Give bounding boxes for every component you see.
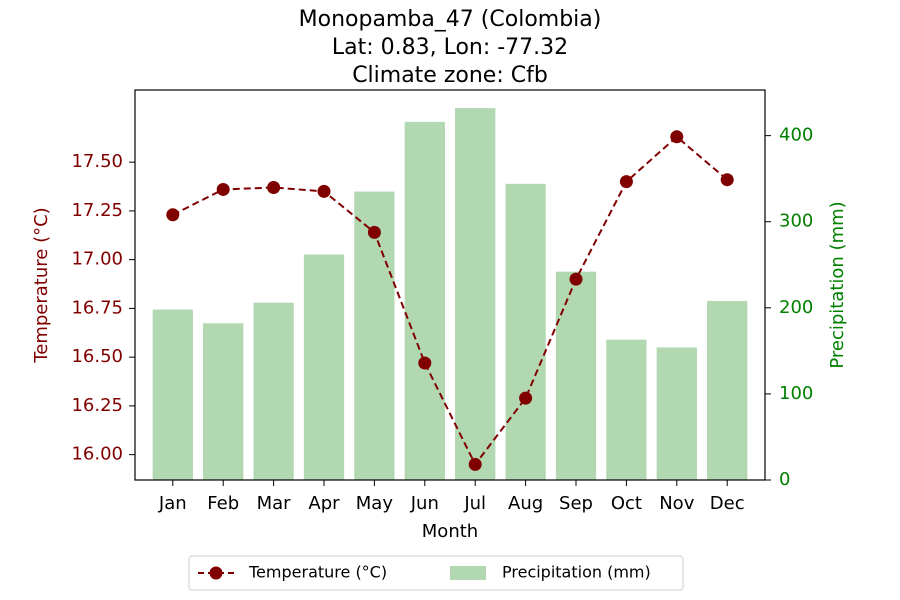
precipitation-bar-jan [152,309,193,480]
y-axis-label-right: Precipitation (mm) [827,201,848,368]
left-tick-label-4: 17.00 [71,249,123,270]
precipitation-bars [152,108,748,480]
title-line-2: Lat: 0.83, Lon: -77.32 [332,35,568,60]
plot-frame [134,89,766,481]
temperature-point-jun [418,356,432,370]
precipitation-bar-nov [656,347,697,480]
temperature-point-jan [166,208,180,222]
precipitation-bar-jun [404,121,445,480]
legend-temperature-marker [209,566,223,580]
temperature-point-sep [569,272,583,286]
x-tick-label-jun: Jun [410,493,439,514]
x-tick-label-aug: Aug [508,493,543,514]
precipitation-bar-sep [555,271,597,480]
left-tick-label-6: 17.50 [71,151,123,172]
right-tick-label-0: 0 [779,469,790,490]
temperature-point-jul [468,457,482,471]
x-tick-label-apr: Apr [308,493,340,514]
x-tick-label-jul: Jul [463,493,486,514]
temperature-point-dec [720,173,734,187]
left-tick-label-0: 16.00 [71,444,123,465]
precipitation-bar-mar [253,302,294,480]
temperature-point-apr [317,184,331,198]
temperature-point-feb [216,182,230,196]
legend-box [188,555,684,591]
x-tick-label-jan: Jan [158,493,187,514]
left-tick-label-5: 17.25 [71,200,123,221]
temperature-series-line [172,135,728,467]
x-tick-label-sep: Sep [559,493,593,514]
temperature-point-aug [519,391,533,405]
temperature-point-mar [267,181,281,194]
title-line-3: Climate zone: Cfb [352,63,548,88]
right-tick-label-3: 300 [779,211,813,232]
precipitation-bar-apr [303,254,345,480]
left-tick-label-2: 16.50 [71,346,123,367]
x-tick-label-dec: Dec [710,493,745,514]
right-tick-label-2: 200 [779,297,813,318]
temperature-point-oct [619,175,633,189]
temperature-line [166,130,734,471]
x-tick-label-oct: Oct [611,493,642,514]
right-tick-label-1: 100 [779,383,813,404]
precipitation-bar-may [354,191,395,480]
x-tick-label-may: May [356,493,394,514]
legend-precipitation-label: Precipitation (mm) [502,563,651,582]
right-axis-ticks: 0 100 200 300 400 [765,125,813,490]
left-axis-ticks: 16.00 16.25 16.50 16.75 17.00 17.25 17.50 [71,151,135,465]
left-tick-label-1: 16.25 [71,395,123,416]
y-axis-label-left: Temperature (°C) [31,207,52,363]
legend: Temperature (°C) Precipitation (mm) [188,555,684,591]
precipitation-bar-dec [707,300,748,480]
right-tick-label-4: 400 [779,125,813,146]
x-tick-label-feb: Feb [207,493,239,514]
legend-temperature-label: Temperature (°C) [248,563,387,582]
chart-title: Monopamba_47 (Colombia) Lat: 0.83, Lon: … [299,7,602,88]
temperature-point-nov [670,130,684,144]
legend-precipitation-swatch [450,566,486,580]
x-tick-label-nov: Nov [659,493,694,514]
x-axis-ticks: Jan Feb Mar Apr May Jun Jul Aug Sep Oct Nov Dec [158,480,745,514]
precipitation-bar-oct [606,339,647,480]
precipitation-bar-aug [505,183,546,480]
temperature-point-may [367,225,381,239]
title-line-1: Monopamba_47 (Colombia) [299,7,602,32]
x-tick-label-mar: Mar [257,493,292,514]
left-tick-label-3: 16.75 [71,297,123,318]
precipitation-bar-feb [203,323,244,480]
precipitation-bar-jul [455,108,496,480]
x-axis-label: Month [422,521,478,542]
